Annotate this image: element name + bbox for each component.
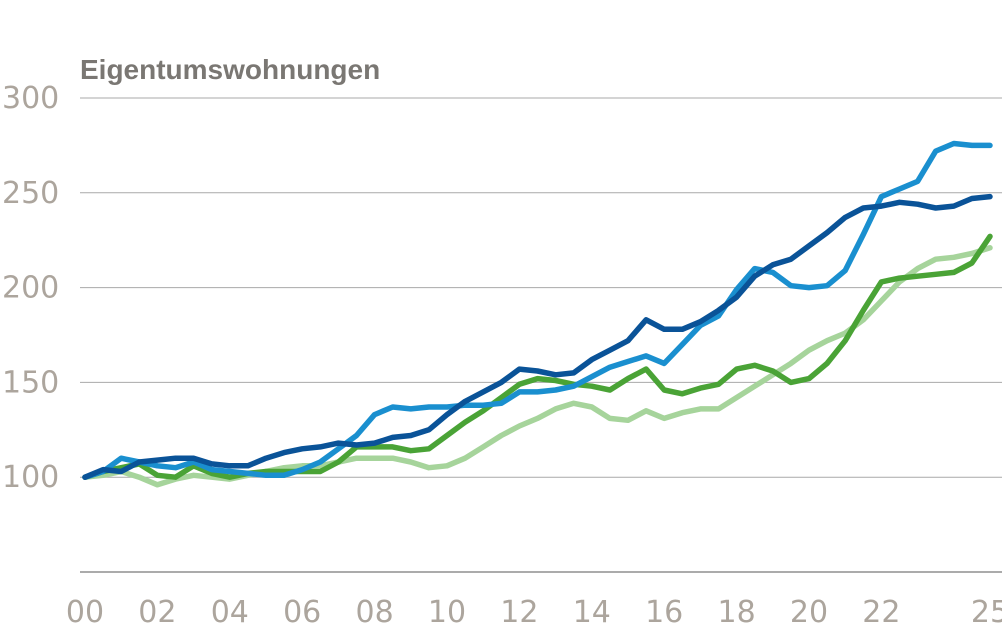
x-tick-label: 14	[573, 595, 611, 630]
y-tick-label: 250	[2, 176, 59, 211]
series-line-green	[82, 233, 993, 480]
x-tick-label: 06	[283, 595, 321, 630]
x-tick-label: 04	[211, 595, 249, 630]
x-tick-label: 10	[428, 595, 466, 630]
y-axis-ticks: 100 150 200 250 300	[2, 81, 59, 495]
series-line-light-green	[82, 245, 993, 488]
x-tick-label: 20	[790, 595, 828, 630]
y-tick-label: 150	[2, 365, 59, 400]
x-tick-label: 16	[645, 595, 683, 630]
chart-title: Eigentumswohnungen	[80, 54, 380, 85]
x-axis-ticks: 00 02 04 06 08 10 12 14 16 18 20 22 25	[66, 595, 1002, 630]
x-tick-label: 02	[138, 595, 176, 630]
y-tick-label: 100	[2, 460, 59, 495]
y-tick-label: 300	[2, 81, 59, 116]
x-tick-label: 22	[862, 595, 900, 630]
x-tick-label: 00	[66, 595, 104, 630]
x-tick-label: 08	[356, 595, 394, 630]
series-line-dark-blue	[82, 193, 993, 480]
series-group	[82, 140, 993, 488]
x-tick-label: 12	[500, 595, 538, 630]
gridlines	[80, 97, 1002, 573]
y-tick-label: 200	[2, 271, 59, 306]
x-tick-label: 25	[971, 595, 1002, 630]
x-tick-label: 18	[718, 595, 756, 630]
series-line-light-blue	[82, 140, 993, 480]
